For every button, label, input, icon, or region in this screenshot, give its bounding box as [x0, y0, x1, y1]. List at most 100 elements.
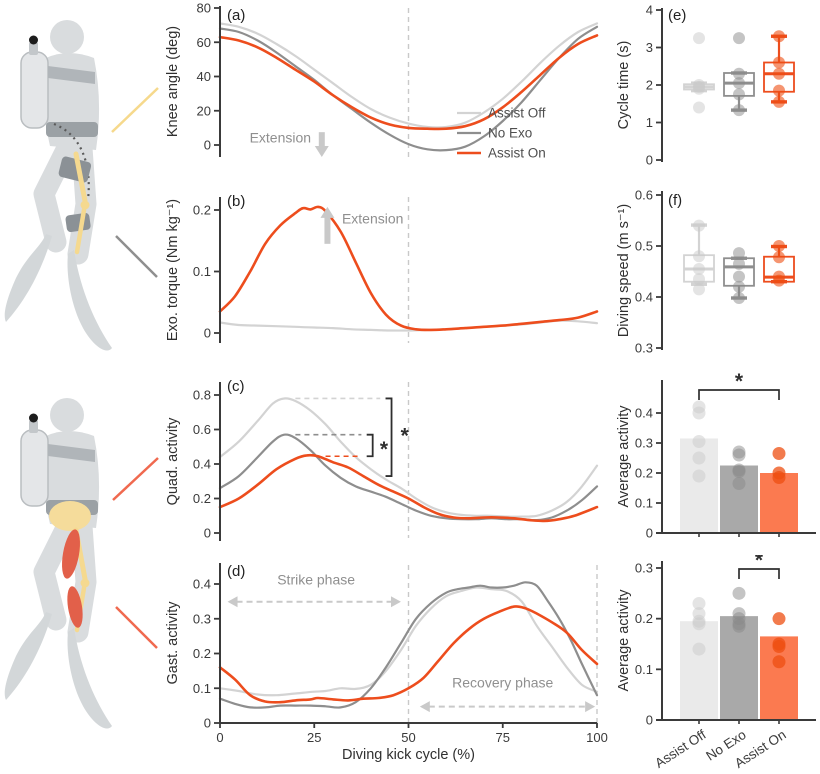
y-tick-label: 0.2	[193, 491, 211, 506]
leader-line-quad	[112, 457, 159, 501]
data-point-dot	[733, 32, 745, 45]
tibia-bone-highlight	[74, 207, 87, 255]
data-point-dot	[733, 247, 745, 260]
y-tick-label: 0	[204, 138, 211, 153]
panel-letter: (e)	[668, 7, 686, 24]
data-point-dot	[772, 447, 786, 460]
data-point-dot	[693, 101, 705, 114]
y-tick-label: 60	[197, 35, 211, 50]
y-tick-label: 0.3	[193, 611, 211, 626]
data-point-dot	[692, 469, 706, 483]
y-tick-label: 0.2	[193, 646, 211, 661]
panel-letter: (f)	[668, 192, 682, 209]
data-point-dot	[693, 283, 705, 296]
bar-no-exo	[720, 616, 758, 720]
data-point-dot	[732, 619, 746, 633]
series-curve-assist-off	[218, 397, 599, 518]
legend-label: Assist On	[488, 146, 546, 161]
diver-illustrations	[0, 0, 159, 774]
data-point-dot	[733, 77, 745, 90]
x-tick-label: 75	[496, 730, 510, 745]
panel-letter: (a)	[227, 7, 245, 24]
legend-label: No Exo	[488, 126, 532, 141]
y-tick-label: 0.1	[193, 681, 211, 696]
y-tick-label: 0.2	[635, 466, 653, 481]
significance-bracket	[738, 568, 780, 579]
data-point-dot	[772, 612, 786, 626]
series-curve-assist-on	[218, 205, 599, 332]
y-tick-label: 0	[204, 326, 211, 341]
data-point-dot	[732, 586, 746, 600]
data-point-dot	[733, 257, 745, 270]
series-curve-assist-on	[218, 453, 599, 523]
data-point-dot	[732, 477, 746, 490]
significance-bracket	[385, 397, 393, 477]
x-tick-label: 50	[401, 730, 415, 745]
y-tick-label: 0.3	[635, 561, 653, 576]
y-tick-label: 40	[197, 69, 211, 84]
y-tick-label: 0.4	[635, 406, 653, 421]
phase-arrow-head-left	[419, 701, 430, 713]
bar-assist-off	[680, 621, 718, 720]
data-point-dot	[773, 240, 785, 252]
y-axis-label: Average activity	[616, 589, 632, 692]
data-point-dot	[772, 640, 786, 654]
significance-star: *	[735, 370, 744, 393]
panel-letter: (c)	[227, 378, 245, 395]
knee-joint-highlight	[80, 200, 90, 210]
panel-letter: (d)	[227, 563, 245, 580]
series-curve-assist-on	[218, 605, 599, 704]
significance-bracket	[698, 389, 780, 400]
femur-bone-highlight	[73, 151, 88, 204]
data-point-dot	[692, 406, 706, 420]
significance-star: *	[755, 555, 764, 572]
y-tick-label: 0	[646, 713, 653, 728]
y-tick-label: 4	[646, 3, 653, 18]
pelvis-highlight	[49, 501, 91, 531]
data-point-dot	[773, 30, 785, 43]
series-curve-assist-off	[218, 22, 599, 129]
quadriceps-muscle	[62, 529, 80, 579]
data-point-dot	[693, 32, 705, 45]
y-axis-label: Cycle time (s)	[616, 41, 632, 130]
data-point-dot	[733, 270, 745, 283]
data-point-dot	[692, 435, 706, 448]
y-tick-label: 0	[204, 526, 211, 541]
y-tick-label: 0.6	[193, 422, 211, 437]
series-curve-no-exo	[218, 581, 599, 709]
x-tick-label: 100	[586, 730, 608, 745]
y-tick-label: 0.4	[635, 290, 653, 305]
panel-d-gast-activity-chart: Strike phase Recovery phase 0 0.1 0.2 0.3 0.4 (…	[165, 563, 608, 763]
exoskeleton-highlight	[53, 122, 92, 255]
data-point-dot	[733, 67, 745, 80]
muscle-highlight	[49, 501, 91, 633]
series-curve-no-exo	[218, 25, 599, 152]
series-curve-assist-on	[218, 34, 599, 131]
data-point-dot	[693, 82, 705, 95]
diver-bottom	[5, 398, 112, 728]
data-point-dot	[773, 56, 785, 69]
data-point-dot	[733, 104, 745, 117]
series-curve-assist-off	[218, 586, 599, 697]
y-axis-label: Diving speed (m s⁻¹)	[616, 204, 632, 337]
y-tick-label: 0.4	[193, 577, 211, 592]
leader-line-knee	[111, 87, 159, 133]
x-tick-label: 0	[216, 730, 223, 745]
y-axis-label: Knee angle (deg)	[165, 26, 181, 137]
y-axis-label: Exo. torque (Nm kg⁻¹)	[165, 199, 181, 341]
y-tick-label: 0.4	[193, 457, 211, 472]
panel-f-diving-speed-boxplot: 0.3 0.4 0.5 0.6 (f) Diving speed (m s⁻¹)	[616, 188, 795, 356]
annotation-text: Extension	[342, 211, 403, 227]
y-tick-label: 0.3	[635, 341, 653, 356]
data-point-dot	[773, 274, 785, 287]
data-point-dot	[692, 596, 706, 610]
data-point-dot	[732, 448, 746, 462]
significance-star: *	[401, 425, 410, 448]
data-point-dot	[732, 465, 746, 478]
panel-a-knee-angle-chart: Extension Assist Off No Exo Assist On 0 20 40 6…	[165, 1, 599, 161]
y-tick-label: 0.5	[635, 239, 653, 254]
x-axis-label: Diving kick cycle (%)	[342, 747, 475, 763]
data-point-dot	[693, 250, 705, 263]
